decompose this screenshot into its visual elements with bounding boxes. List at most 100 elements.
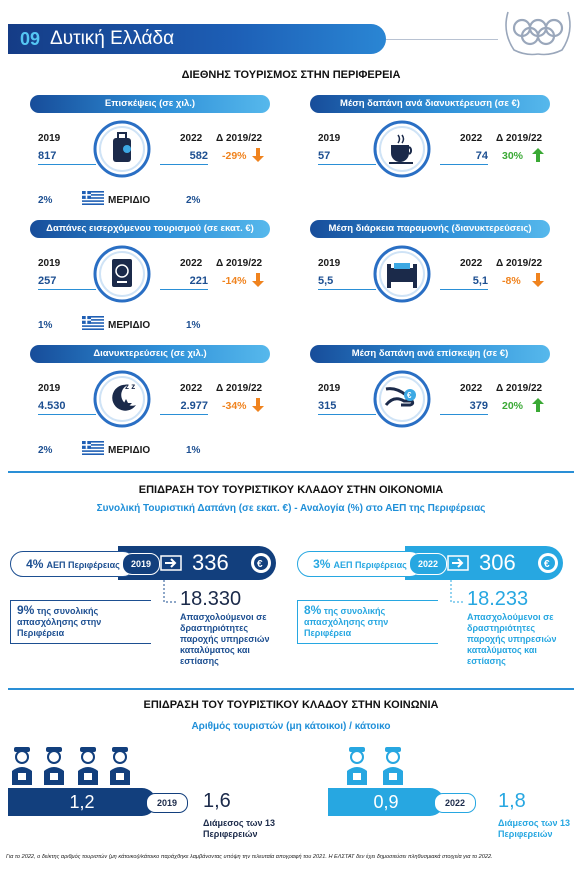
connector-part [450, 580, 465, 603]
card-icon-part [99, 126, 145, 172]
card-header: Διανυκτερεύσεις (σε χιλ.) [30, 345, 270, 363]
section-subtitle: Αριθμός τουριστών (μη κάτοικοι) / κάτοικ… [191, 721, 391, 732]
year-label: 2022 [460, 258, 483, 269]
median-label: Διάμεσος των 13 Περιφερειών [498, 818, 570, 839]
euro-icon-part: € [257, 559, 263, 570]
tourists-icon-part [110, 747, 130, 785]
employment-pct: 8% [304, 603, 322, 617]
card-icon-part [391, 145, 409, 162]
year-label: 2022 [460, 133, 483, 144]
arrow-icon-part [447, 555, 469, 571]
trend-arrow [252, 273, 264, 287]
gdp-pill: 4% ΑΕΠ Περιφέρειας [10, 551, 136, 577]
separator [8, 471, 574, 473]
year-label: 2022 [180, 133, 203, 144]
arrow-icon [160, 555, 182, 571]
greek-flag-part [82, 326, 104, 329]
tourists-icon-part [353, 773, 361, 780]
share: 1% [186, 445, 201, 456]
card-icon [373, 120, 431, 178]
card-icon-part [394, 263, 410, 269]
card-icon-part [112, 259, 132, 287]
value: 5,1 [440, 275, 488, 290]
rings [512, 18, 564, 46]
value: 2.977 [160, 400, 208, 415]
connector [450, 580, 465, 603]
value: 817 [38, 150, 96, 165]
change-label: Δ 2019/22 [216, 258, 263, 269]
year-label: 2022 [180, 258, 203, 269]
euro-icon-part [541, 556, 555, 570]
card-icon-part [123, 145, 131, 153]
employed: 18.233 [467, 588, 529, 610]
trend-arrow-part [532, 148, 544, 162]
greek-flag-part [82, 320, 104, 323]
tourists-icon-part [47, 750, 61, 764]
employment-box: 8% της συνολικής απασχόλησης στην Περιφέ… [297, 600, 438, 644]
value: 57 [318, 150, 376, 165]
change: 30% [502, 150, 524, 162]
value: 4.530 [38, 400, 96, 415]
year-label: 2022 [180, 383, 203, 394]
share: 1% [38, 320, 53, 331]
share-label: ΜΕΡΙΔΙΟ [108, 195, 151, 206]
greek-flag-part [82, 448, 104, 451]
greek-flag-part [82, 323, 104, 326]
tourists-icon-part [383, 747, 403, 785]
euro-icon-part: € [544, 559, 550, 570]
employment-text: της συνολικής απασχόλησης στην Περιφέρει… [17, 606, 102, 638]
card-icon-part [379, 376, 425, 422]
year-badge: 2022 [434, 793, 476, 813]
change-label: Δ 2019/22 [496, 258, 543, 269]
tourists-icon-part [112, 747, 128, 752]
card-header: Δαπάνες εισερχόμενου τουρισμού (σε εκατ.… [30, 220, 270, 238]
trend-arrow [252, 398, 264, 412]
header-number: 09 [20, 29, 41, 49]
tourists-icon-part [15, 750, 29, 764]
card-icon-part: € [407, 391, 412, 400]
greek-flag-part [82, 444, 91, 446]
change-label: Δ 2019/22 [496, 383, 543, 394]
tourists-icon [347, 747, 403, 785]
greek-flag-part [82, 317, 104, 320]
change-label: Δ 2019/22 [216, 133, 263, 144]
employment-text: της συνολικής απασχόλησης στην Περιφέρει… [304, 606, 389, 638]
trend-arrow-part [252, 398, 264, 412]
year-badge: 2019 [146, 793, 188, 813]
tourists-icon-part [18, 773, 26, 780]
change-label: Δ 2019/22 [216, 383, 263, 394]
value: 5,5 [318, 275, 376, 290]
card-icon-part [404, 389, 416, 401]
card-icon [93, 120, 151, 178]
header-band [8, 24, 386, 54]
trend-arrow-part [532, 398, 544, 412]
year-label: 2019 [318, 258, 341, 269]
card-icon-part [379, 251, 425, 297]
year-label: 2019 [38, 258, 61, 269]
ratio-bar: 1,2 [8, 788, 156, 816]
laurel [505, 11, 571, 56]
tourists-icon-part [78, 747, 98, 785]
card-header: Μέση δαπάνη ανά επίσκεψη (σε €) [310, 345, 550, 363]
greek-flag [82, 441, 104, 455]
tourists-icon-part [349, 747, 365, 752]
value: 74 [440, 150, 488, 165]
header-title: Δυτική Ελλάδα [50, 28, 175, 49]
greek-flag-part [82, 451, 104, 454]
tourists-icon [12, 747, 130, 785]
section-title: ΔΙΕΘΝΗΣ ΤΟΥΡΙΣΜΟΣ ΣΤΗΝ ΠΕΡΙΦΕΡΕΙΑ [181, 69, 401, 81]
gdp-label: ΑΕΠ Περιφέρειας [46, 560, 120, 570]
value: 221 [160, 275, 208, 290]
year-badge: 2022 [409, 553, 447, 575]
tourists-icon-part [386, 750, 400, 764]
card-icon-part [99, 376, 145, 422]
employed-text: Απασχολούμενοι σε δραστηριότητες παροχής… [180, 612, 270, 666]
card-icon-part [389, 162, 413, 164]
tourists-icon-part [84, 773, 92, 780]
greek-flag-part [82, 198, 104, 201]
arrow-icon [447, 555, 469, 571]
greek-flag-part [82, 195, 104, 198]
euro-icon: € [538, 553, 558, 573]
card-icon-part [408, 146, 413, 155]
